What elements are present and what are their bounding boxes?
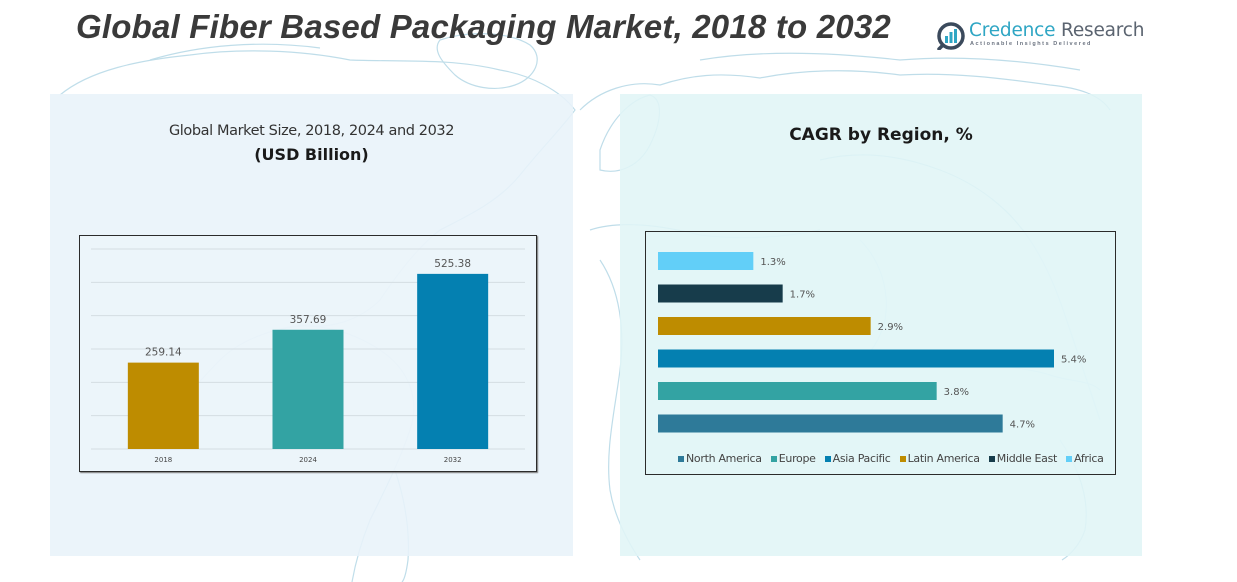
legend-item-latin-america[interactable]: Latin America: [899, 452, 980, 465]
data-label-north-america: 4.7%: [1010, 420, 1035, 431]
map-outline-greenland: [436, 33, 538, 90]
bar-chart-magnifier-icon: [937, 22, 965, 50]
legend-item-north-america[interactable]: North America: [678, 452, 762, 465]
legend-swatch: [824, 455, 831, 462]
x-tick-2018: 2018: [154, 456, 172, 464]
bar-north-america: [658, 414, 1003, 433]
cagr-bar-chart: 1.3% 1.7% 2.9% 5.4% 3.8% 4.7%: [658, 252, 1086, 433]
legend-label: Asia Pacific: [832, 452, 891, 465]
legend-swatch: [1066, 455, 1073, 462]
x-tick-2032: 2032: [444, 456, 462, 464]
data-label-2024: 357.69: [290, 314, 327, 326]
brand-name-part2: Research: [1061, 20, 1145, 41]
bar-africa: [658, 252, 754, 270]
market-size-chart: 259.14 357.69 525.38 2018 2024 2032: [79, 235, 537, 472]
data-label-asia-pacific: 5.4%: [1061, 355, 1086, 366]
page-title: Global Fiber Based Packaging Market, 201…: [76, 8, 891, 45]
cagr-chart: 1.3% 1.7% 2.9% 5.4% 3.8% 4.7%: [645, 231, 1116, 475]
map-outline-europe: [579, 70, 1111, 111]
x-tick-2024: 2024: [299, 456, 317, 464]
legend-item-europe[interactable]: Europe: [770, 452, 816, 465]
legend-label: Africa: [1074, 452, 1104, 465]
data-label-2032: 525.38: [434, 258, 471, 270]
data-label-europe: 3.8%: [944, 387, 969, 398]
brand-name: Credence Research: [969, 20, 1144, 41]
legend-swatch: [678, 455, 684, 462]
market-size-bar-chart: 259.14 357.69 525.38 2018 2024 2032: [91, 248, 525, 464]
legend-label: North America: [686, 452, 762, 465]
legend-swatch: [988, 455, 995, 462]
legend-label: Europe: [778, 452, 816, 465]
legend-label: Middle East: [996, 452, 1058, 465]
brand-tagline: Actionable Insights Delivered: [970, 41, 1092, 47]
bar-europe: [658, 382, 937, 400]
legend-item-asia-pacific[interactable]: Asia Pacific: [824, 452, 891, 465]
bar-2018: [127, 362, 199, 449]
bar-2024: [272, 329, 344, 449]
bar-middle-east: [658, 284, 783, 303]
cagr-chart-title: CAGR by Region, %: [789, 125, 973, 145]
cagr-legend: North America Europe Asia Pacific Latin Ame…: [678, 452, 1104, 465]
data-label-middle-east: 1.7%: [790, 290, 815, 301]
legend-item-africa[interactable]: Africa: [1066, 452, 1104, 465]
data-label-2018: 259.14: [145, 347, 182, 359]
data-label-latin-america: 2.9%: [878, 322, 903, 333]
brand-name-part1: Credence: [969, 20, 1056, 41]
data-label-africa: 1.3%: [760, 257, 785, 268]
market-size-chart-title: Global Market Size, 2018, 2024 and 2032: [168, 123, 455, 139]
market-size-chart-unit: (USD Billion): [254, 145, 369, 164]
bar-2032: [417, 273, 489, 449]
legend-swatch: [899, 455, 906, 462]
legend-swatch: [770, 455, 777, 462]
brand-logo[interactable]: Credence Research Actionable Insights De…: [937, 20, 1144, 52]
map-outline-arctic: [149, 43, 1081, 71]
legend-item-middle-east[interactable]: Middle East: [988, 452, 1058, 465]
bar-latin-america: [658, 317, 871, 335]
bar-asia-pacific: [658, 349, 1054, 368]
legend-label: Latin America: [907, 452, 980, 465]
